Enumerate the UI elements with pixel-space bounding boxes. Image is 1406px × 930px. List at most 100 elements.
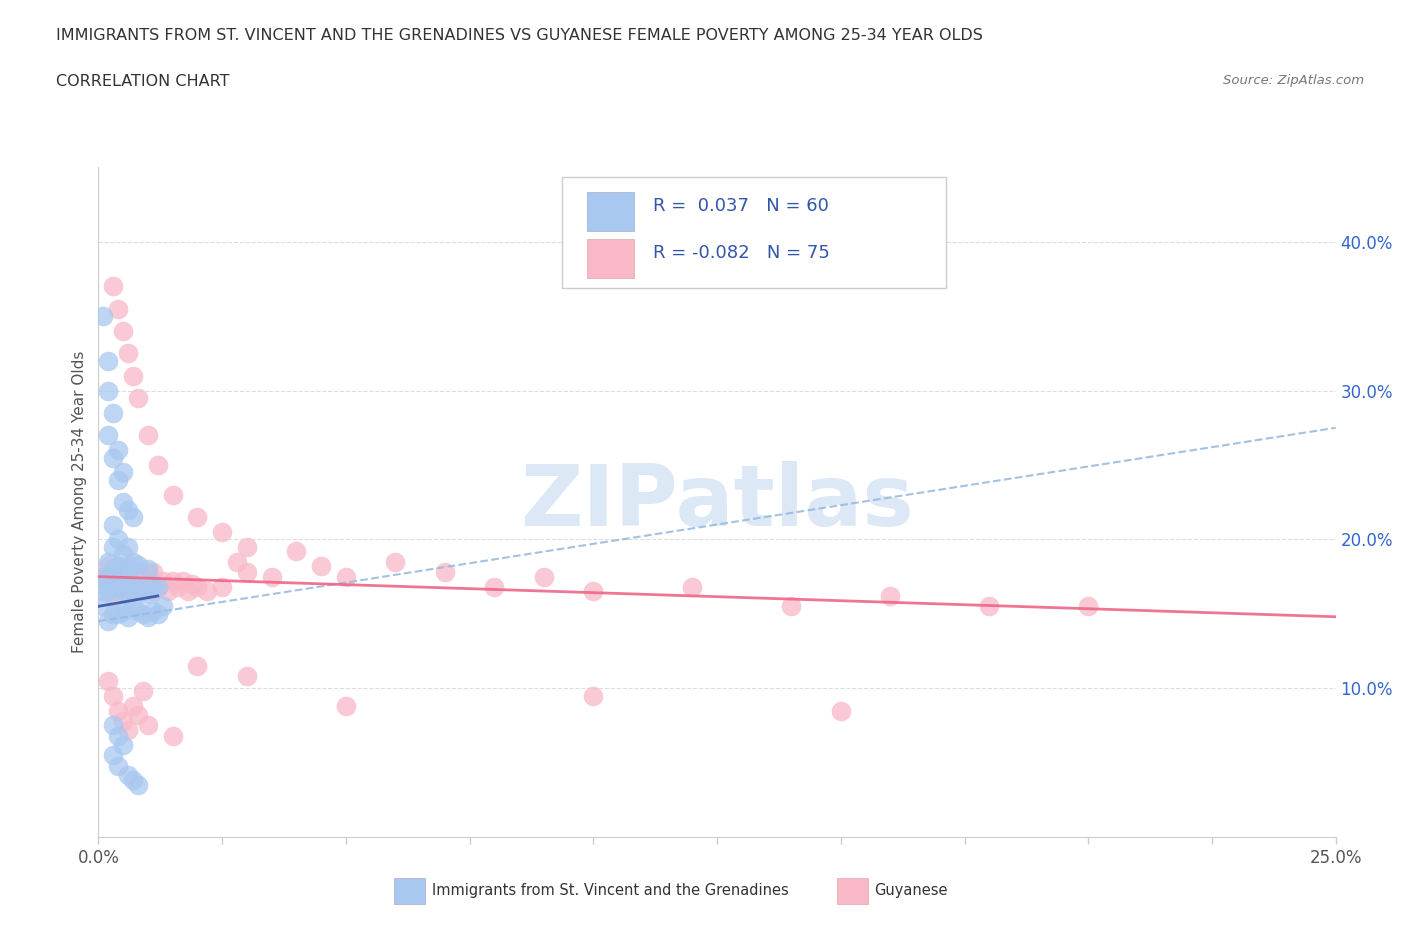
Point bbox=[879, 589, 901, 604]
Point bbox=[433, 565, 456, 579]
Point bbox=[132, 584, 155, 599]
Point bbox=[117, 539, 139, 554]
Point bbox=[93, 569, 115, 584]
Point bbox=[112, 565, 135, 579]
Point bbox=[1077, 599, 1099, 614]
Point bbox=[112, 737, 135, 752]
Point bbox=[97, 584, 120, 599]
FancyBboxPatch shape bbox=[588, 193, 634, 231]
FancyBboxPatch shape bbox=[588, 239, 634, 278]
Point bbox=[136, 562, 159, 577]
Point bbox=[117, 609, 139, 624]
Point bbox=[117, 579, 139, 594]
Point bbox=[142, 604, 165, 618]
Point bbox=[103, 279, 125, 294]
Point bbox=[103, 584, 125, 599]
Point bbox=[236, 539, 259, 554]
Point bbox=[93, 599, 115, 614]
Point bbox=[117, 589, 139, 604]
Point bbox=[132, 565, 155, 579]
Point bbox=[103, 606, 125, 621]
Point bbox=[309, 559, 332, 574]
Point bbox=[107, 728, 129, 743]
Point bbox=[162, 487, 184, 502]
FancyBboxPatch shape bbox=[837, 878, 868, 904]
Point bbox=[107, 443, 129, 458]
Point bbox=[103, 718, 125, 733]
Point bbox=[117, 723, 139, 737]
Point bbox=[97, 579, 120, 594]
Point bbox=[681, 579, 703, 594]
Point bbox=[136, 579, 159, 594]
Point bbox=[186, 658, 208, 673]
Point bbox=[172, 574, 194, 589]
Point bbox=[127, 565, 149, 579]
Point bbox=[97, 554, 120, 569]
Point bbox=[979, 599, 1001, 614]
Point bbox=[103, 589, 125, 604]
Point bbox=[132, 606, 155, 621]
Point bbox=[335, 569, 357, 584]
Point bbox=[533, 569, 555, 584]
Point bbox=[112, 324, 135, 339]
Point bbox=[107, 606, 129, 621]
Point bbox=[146, 606, 169, 621]
Point bbox=[97, 559, 120, 574]
Point bbox=[103, 450, 125, 465]
Point bbox=[156, 584, 179, 599]
Text: Guyanese: Guyanese bbox=[875, 884, 948, 898]
Text: IMMIGRANTS FROM ST. VINCENT AND THE GRENADINES VS GUYANESE FEMALE POVERTY AMONG : IMMIGRANTS FROM ST. VINCENT AND THE GREN… bbox=[56, 28, 983, 43]
Text: ZIPatlas: ZIPatlas bbox=[520, 460, 914, 544]
Point bbox=[181, 577, 204, 591]
Text: CORRELATION CHART: CORRELATION CHART bbox=[56, 74, 229, 89]
Point bbox=[122, 577, 145, 591]
Point bbox=[112, 713, 135, 728]
Point bbox=[117, 559, 139, 574]
Point bbox=[112, 565, 135, 579]
Point bbox=[127, 708, 149, 723]
Point bbox=[117, 767, 139, 782]
Point bbox=[117, 565, 139, 579]
Point bbox=[103, 405, 125, 420]
Point bbox=[830, 703, 852, 718]
Point bbox=[122, 773, 145, 788]
Point bbox=[146, 458, 169, 472]
Text: R =  0.037   N = 60: R = 0.037 N = 60 bbox=[652, 197, 828, 215]
Point bbox=[226, 554, 249, 569]
Text: Source: ZipAtlas.com: Source: ZipAtlas.com bbox=[1223, 74, 1364, 87]
Point bbox=[146, 579, 169, 594]
Point bbox=[285, 544, 308, 559]
Point bbox=[136, 609, 159, 624]
Point bbox=[152, 574, 174, 589]
FancyBboxPatch shape bbox=[394, 878, 425, 904]
Point bbox=[127, 604, 149, 618]
Point bbox=[107, 579, 129, 594]
Point bbox=[122, 599, 145, 614]
Point bbox=[127, 579, 149, 594]
Text: Immigrants from St. Vincent and the Grenadines: Immigrants from St. Vincent and the Gren… bbox=[432, 884, 789, 898]
Point bbox=[142, 577, 165, 591]
Point bbox=[93, 584, 115, 599]
Point bbox=[122, 510, 145, 525]
Point bbox=[146, 579, 169, 594]
Point bbox=[132, 584, 155, 599]
Y-axis label: Female Poverty Among 25-34 Year Olds: Female Poverty Among 25-34 Year Olds bbox=[72, 351, 87, 654]
Point bbox=[107, 559, 129, 574]
Point bbox=[107, 703, 129, 718]
Point bbox=[103, 562, 125, 577]
Point bbox=[103, 748, 125, 763]
Point bbox=[97, 569, 120, 584]
Point bbox=[112, 581, 135, 596]
Text: R = -0.082   N = 75: R = -0.082 N = 75 bbox=[652, 244, 830, 262]
Point bbox=[236, 565, 259, 579]
Point bbox=[582, 688, 605, 703]
Point bbox=[136, 718, 159, 733]
Point bbox=[112, 465, 135, 480]
Point bbox=[112, 604, 135, 618]
Point bbox=[142, 584, 165, 599]
Point bbox=[127, 557, 149, 572]
Point bbox=[107, 559, 129, 574]
Point bbox=[142, 565, 165, 579]
Point bbox=[211, 579, 233, 594]
Point bbox=[97, 383, 120, 398]
